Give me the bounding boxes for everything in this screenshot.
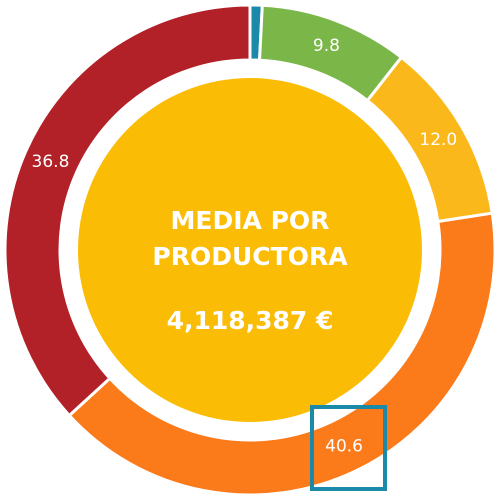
value-label: 40.6 [325, 437, 363, 457]
slices [3, 3, 497, 497]
value-label: 9.8 [313, 36, 340, 56]
slice [3, 3, 252, 418]
center-disc [78, 78, 422, 422]
value-label: 12.0 [419, 130, 457, 150]
labels: 9.8 12.0 40.6 36.8 [32, 36, 458, 457]
highlight-box [310, 405, 387, 491]
value-label: 36.8 [32, 152, 70, 172]
slice [67, 211, 497, 497]
center-value: 4,118,387 € [167, 306, 334, 335]
center-title: MEDIA POR [171, 206, 330, 235]
center-title: PRODUCTORA [152, 242, 348, 271]
